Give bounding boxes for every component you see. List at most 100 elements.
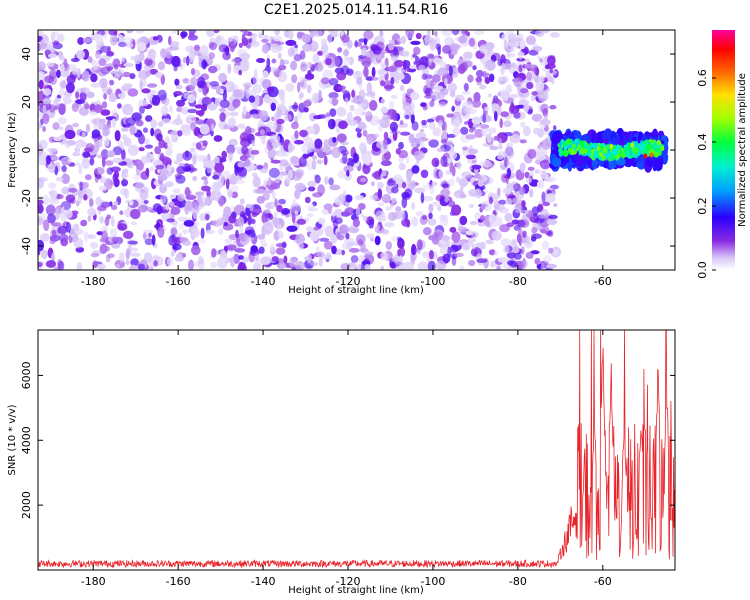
- heatmap-cell: [340, 263, 351, 270]
- heatmap-cell: [406, 89, 415, 94]
- heatmap-cell: [173, 118, 183, 126]
- heatmap-cell: [122, 230, 134, 239]
- heatmap-cell: [135, 30, 145, 34]
- heatmap-cell: [435, 160, 439, 167]
- heatmap-cell: [427, 260, 436, 270]
- heatmap-cell: [128, 264, 138, 270]
- x-tick-label: -140: [251, 575, 276, 588]
- heatmap-cell: [188, 31, 195, 38]
- heatmap-cell: [313, 226, 320, 231]
- heatmap-cell: [174, 78, 180, 87]
- heatmap-cell: [611, 136, 618, 147]
- heatmap-cell: [575, 152, 585, 167]
- heatmap-cell: [276, 224, 283, 232]
- heatmap-cell: [50, 31, 56, 43]
- heatmap-cell: [86, 91, 95, 99]
- heatmap-cell: [540, 225, 550, 234]
- heatmap-cell: [328, 78, 339, 86]
- heatmap-cell: [479, 241, 486, 250]
- heatmap-cell: [497, 76, 507, 85]
- heatmap-cell: [235, 229, 239, 238]
- heatmap-cell: [75, 91, 80, 99]
- heatmap-cell: [422, 251, 431, 259]
- heatmap-cell: [314, 30, 323, 38]
- heatmap-cell: [105, 124, 112, 129]
- heatmap-cell: [100, 66, 111, 75]
- heatmap-cell: [98, 185, 108, 192]
- heatmap-cell: [188, 259, 194, 270]
- heatmap-cell: [471, 244, 476, 250]
- heatmap-cell: [274, 198, 278, 207]
- heatmap-cell: [172, 188, 181, 194]
- heatmap-cell: [312, 192, 323, 198]
- heatmap-cell: [428, 203, 434, 213]
- heatmap-cell: [83, 194, 88, 201]
- heatmap-cell: [79, 87, 90, 94]
- heatmap-cell: [185, 114, 197, 125]
- heatmap-cell: [397, 248, 401, 257]
- heatmap-cell: [130, 258, 139, 267]
- heatmap-cell: [261, 212, 269, 224]
- heatmap-cell: [182, 78, 190, 84]
- heatmap-cell: [249, 204, 254, 212]
- heatmap-cell: [400, 131, 411, 136]
- heatmap-cell: [237, 123, 246, 129]
- heatmap-cell: [198, 197, 204, 208]
- heatmap-cell: [224, 238, 233, 245]
- heatmap-cell: [285, 39, 297, 47]
- heatmap-cell: [503, 187, 512, 195]
- heatmap-cell: [178, 223, 186, 230]
- heatmap-cell: [169, 194, 177, 200]
- heatmap-cell: [420, 192, 425, 204]
- heatmap-cell: [144, 238, 154, 246]
- heatmap-cell: [277, 198, 286, 205]
- heatmap-cell: [361, 152, 372, 164]
- heatmap-cell: [418, 64, 426, 72]
- heatmap-cell: [57, 33, 65, 42]
- heatmap-cell: [548, 214, 558, 220]
- heatmap-cell: [475, 76, 483, 83]
- heatmap-cell: [456, 161, 462, 170]
- heatmap-cell: [411, 165, 420, 174]
- heatmap-cell: [267, 177, 272, 187]
- heatmap-cell: [189, 147, 196, 153]
- heatmap-cell: [110, 204, 118, 211]
- heatmap-cell: [361, 56, 372, 68]
- heatmap-cell: [307, 180, 317, 187]
- heatmap-cell: [40, 39, 45, 51]
- heatmap-cell: [98, 58, 107, 67]
- heatmap-cell: [156, 133, 163, 142]
- heatmap-cell: [84, 174, 92, 181]
- x-tick-label: -80: [509, 275, 527, 288]
- heatmap-cell: [99, 216, 104, 224]
- heatmap-cell: [656, 139, 662, 146]
- heatmap-cell: [458, 177, 469, 188]
- heatmap-cell: [507, 260, 514, 266]
- heatmap-cell: [652, 142, 657, 149]
- heatmap-cell: [222, 51, 231, 61]
- heatmap-cell: [414, 187, 426, 194]
- heatmap-cell: [369, 100, 378, 111]
- heatmap-cell: [274, 177, 280, 184]
- heatmap-cell: [42, 126, 46, 132]
- heatmap-cell: [59, 87, 64, 97]
- heatmap-cell: [554, 132, 564, 140]
- heatmap-cell: [387, 211, 397, 221]
- y-tick-label: 4000: [20, 426, 33, 454]
- heatmap-cell: [442, 214, 449, 226]
- heatmap-cell: [113, 68, 125, 77]
- heatmap-cell: [426, 30, 431, 41]
- heatmap-cell: [38, 120, 41, 132]
- heatmap-cell: [149, 166, 154, 171]
- heatmap-cell: [51, 252, 55, 261]
- heatmap-cell: [279, 171, 289, 176]
- heatmap-cell: [451, 105, 456, 112]
- heatmap-cell: [199, 123, 210, 135]
- heatmap-cell: [368, 219, 375, 229]
- heatmap-cell: [131, 247, 138, 252]
- heatmap-cell: [124, 36, 134, 44]
- heatmap-cell: [406, 170, 412, 182]
- heatmap-cell: [522, 230, 527, 238]
- heatmap-cell: [429, 39, 437, 51]
- heatmap-cell: [290, 155, 299, 164]
